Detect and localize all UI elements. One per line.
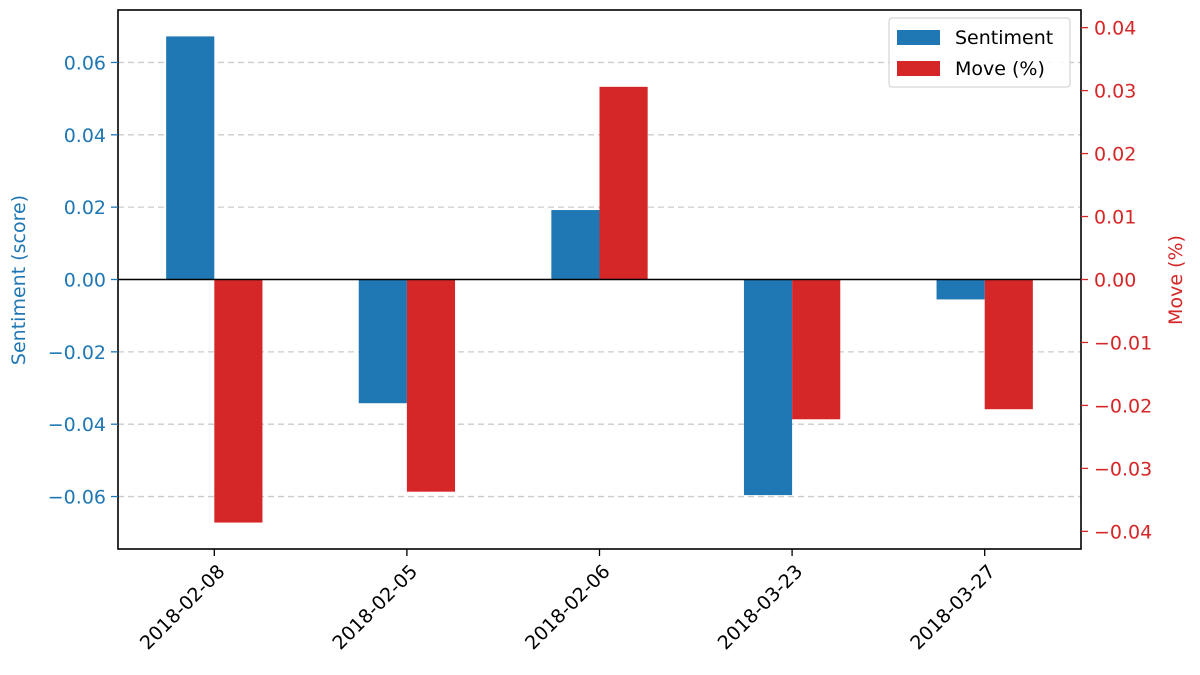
right-tick-label: 0.01 [1094, 207, 1136, 229]
right-tick-label: −0.01 [1094, 332, 1152, 354]
bar-move-2018-02-08 [214, 279, 263, 523]
x-tick-label: 2018-02-08 [136, 561, 230, 655]
legend-label-sentiment: Sentiment [955, 27, 1053, 49]
left-tick-label: 0.04 [64, 125, 106, 147]
right-tick-label: −0.03 [1094, 458, 1152, 480]
right-tick-label: 0.02 [1094, 144, 1136, 166]
bar-sentiment-2018-02-08 [166, 36, 215, 280]
x-tick-label: 2018-03-27 [906, 561, 1000, 655]
left-tick-label: −0.02 [48, 342, 106, 364]
legend-label-move: Move (%) [955, 58, 1045, 80]
legend-swatch-move [897, 61, 940, 76]
right-axis-title: Move (%) [1165, 235, 1187, 325]
bar-move-2018-02-06 [599, 86, 648, 280]
bar-sentiment-2018-03-27 [936, 279, 985, 300]
bar-sentiment-2018-03-23 [743, 279, 793, 496]
left-tick-label: 0.00 [64, 270, 106, 292]
legend-swatch-sentiment [897, 30, 940, 45]
left-tick-label: −0.04 [48, 414, 106, 436]
legend: Sentiment Move (%) [888, 17, 1071, 88]
left-axis-title: Sentiment (score) [8, 195, 30, 365]
bars [166, 36, 1033, 523]
left-tick-label: −0.06 [48, 487, 106, 509]
x-tick-label: 2018-02-05 [328, 561, 422, 655]
right-tick-label: 0.03 [1094, 81, 1136, 103]
left-tick-label: 0.02 [64, 197, 106, 219]
right-tick-label: 0.00 [1094, 270, 1136, 292]
bar-sentiment-2018-02-05 [358, 279, 407, 404]
x-tick-label: 2018-02-06 [521, 561, 615, 655]
bar-sentiment-2018-02-06 [551, 210, 600, 280]
right-tick-label: −0.02 [1094, 395, 1152, 417]
right-tick-label: 0.04 [1094, 18, 1136, 40]
left-tick-label: 0.06 [64, 52, 106, 74]
bar-move-2018-02-05 [406, 279, 456, 492]
x-tick-label: 2018-03-23 [714, 561, 808, 655]
bar-move-2018-03-27 [984, 279, 1033, 410]
bar-move-2018-03-23 [792, 279, 841, 420]
right-tick-label: −0.04 [1094, 521, 1152, 543]
